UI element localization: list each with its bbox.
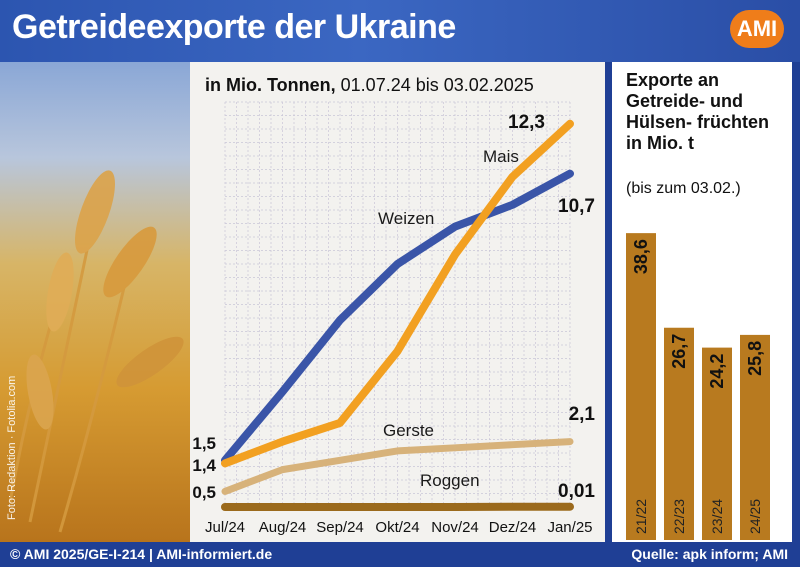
footer-bar (0, 542, 800, 567)
series-label-mais: Mais (483, 147, 519, 166)
data-point-weizen (510, 202, 515, 207)
start-value-label-gerste: 0,5 (192, 483, 216, 502)
data-point-roggen (338, 505, 342, 509)
bar-chart-subtitle: (bis zum 03.02.) (626, 180, 741, 197)
line-chart-unit: in Mio. Tonnen, (205, 75, 336, 95)
data-point-gerste (223, 489, 227, 494)
end-value-label-weizen: 10,7 (558, 196, 595, 217)
data-point-roggen (223, 505, 227, 509)
wheat-photo (0, 62, 215, 542)
data-point-gerste (453, 445, 457, 450)
data-point-mais (223, 461, 227, 466)
data-point-gerste (280, 467, 285, 472)
data-point-weizen (338, 318, 342, 323)
data-point-mais (510, 174, 515, 179)
data-point-gerste (568, 439, 572, 444)
data-point-roggen (568, 504, 572, 509)
bar-category-label: 24/25 (747, 499, 763, 534)
photo-credit: Foto: Redaktion · Fotolia.com (6, 375, 18, 520)
series-label-roggen: Roggen (420, 471, 480, 490)
page-title: Getreideexporte der Ukraine (12, 8, 456, 46)
line-chart-period: 01.07.24 bis 03.02.2025 (340, 75, 534, 95)
bar (740, 334, 770, 540)
x-tick-label: Dez/24 (489, 519, 537, 536)
data-point-roggen (280, 505, 285, 509)
start-value-label-mais: 1,4 (192, 456, 216, 475)
data-point-mais (395, 349, 400, 354)
data-point-roggen (453, 505, 457, 509)
line-chart-title: in Mio. Tonnen, 01.07.24 bis 03.02.2025 (205, 75, 534, 96)
data-point-weizen (280, 389, 285, 394)
data-point-roggen (395, 505, 400, 509)
wheat-ears-illustration (8, 170, 184, 533)
x-tick-label: Sep/24 (316, 519, 364, 536)
ami-logo: AMI (730, 10, 784, 48)
footer-source: Quelle: apk inform; AMI (631, 546, 788, 562)
bar (702, 347, 732, 540)
data-point-weizen (395, 262, 400, 266)
data-point-mais (280, 439, 285, 444)
data-point-weizen (568, 171, 572, 176)
bar (626, 233, 656, 540)
data-point-gerste (510, 442, 515, 447)
data-point-mais (453, 252, 457, 257)
x-tick-label: Aug/24 (259, 519, 307, 536)
x-tick-label: Jan/25 (547, 519, 592, 536)
x-tick-label: Nov/24 (431, 519, 479, 536)
bar-value-label: 38,6 (631, 239, 651, 274)
bar-chart: 38,6 21/22 26,7 22/23 24,2 23/24 25,8 24/25 (626, 233, 770, 540)
series-label-weizen: Weizen (378, 209, 434, 228)
bar-chart-title: Exporte an Getreide- und Hülsen- früchte… (626, 70, 770, 153)
x-tick-label: Jul/24 (205, 519, 245, 536)
footer-copyright: © AMI 2025/GE-I-214 | AMI-informiert.de (10, 546, 273, 562)
bar-value-label: 26,7 (669, 334, 689, 369)
end-value-label-mais: 12,3 (508, 112, 545, 133)
bar-value-label: 25,8 (745, 341, 765, 376)
series-label-gerste: Gerste (383, 421, 434, 440)
bar-category-label: 23/24 (709, 499, 725, 534)
bar (664, 327, 694, 540)
data-point-weizen (453, 224, 457, 229)
data-point-gerste (395, 448, 400, 453)
bar-value-label: 24,2 (707, 354, 727, 389)
line-chart: Weizen Mais Gerste Roggen 1,5 1,4 0,5 10,7 12,3 2… (192, 101, 596, 536)
data-point-roggen (510, 504, 515, 509)
data-point-mais (338, 420, 342, 425)
end-value-label-gerste: 2,1 (569, 404, 596, 425)
title-bar (0, 0, 800, 62)
bar-category-label: 21/22 (633, 499, 649, 534)
end-value-label-roggen: 0,01 (558, 481, 595, 502)
start-value-label-weizen: 1,5 (192, 434, 216, 453)
data-point-gerste (338, 458, 342, 463)
data-point-mais (568, 121, 572, 126)
bar-category-label: 22/23 (671, 499, 687, 534)
x-tick-label: Okt/24 (375, 519, 419, 536)
